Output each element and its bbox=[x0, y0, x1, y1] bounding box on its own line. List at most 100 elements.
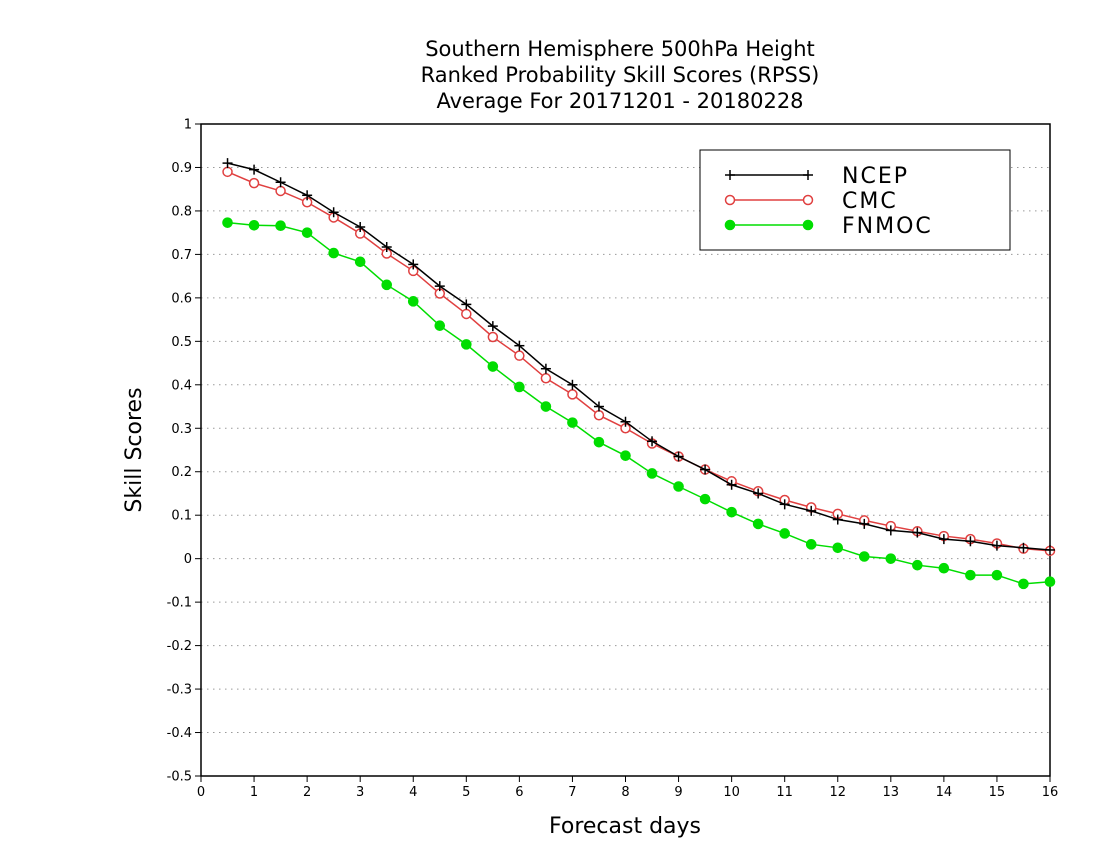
legend-marker-ncep bbox=[725, 170, 735, 180]
data-point-ncep bbox=[355, 222, 366, 233]
data-point-ncep bbox=[540, 363, 551, 374]
data-point-fnmoc bbox=[991, 569, 1003, 581]
data-point-fnmoc bbox=[779, 528, 790, 539]
series-line-fnmoc bbox=[227, 221, 1051, 585]
x-tick-label: 2 bbox=[303, 785, 311, 800]
x-tick-label: 11 bbox=[776, 785, 793, 800]
data-point-fnmoc bbox=[832, 542, 844, 554]
x-tick-label: 4 bbox=[409, 785, 417, 800]
data-point-fnmoc bbox=[593, 436, 605, 448]
data-point-fnmoc bbox=[222, 217, 233, 228]
data-point-ncep bbox=[620, 416, 631, 427]
data-point-ncep bbox=[885, 525, 896, 536]
legend-label-fnmoc: FNMOC bbox=[842, 214, 933, 239]
data-point-ncep bbox=[328, 207, 339, 218]
x-tick-label: 8 bbox=[621, 785, 629, 800]
data-point-fnmoc bbox=[434, 320, 446, 331]
data-point-fnmoc bbox=[301, 227, 313, 238]
data-point-fnmoc bbox=[646, 468, 658, 479]
data-point-ncep bbox=[434, 281, 445, 292]
data-point-fnmoc bbox=[407, 296, 419, 307]
y-tick-label: 1 bbox=[184, 118, 192, 133]
y-tick-label: -0.3 bbox=[167, 683, 192, 698]
data-point-cmc bbox=[461, 308, 472, 320]
x-tick-label: 12 bbox=[829, 785, 846, 800]
data-point-ncep bbox=[593, 401, 604, 412]
data-point-cmc bbox=[248, 177, 260, 189]
data-point-fnmoc bbox=[514, 381, 525, 393]
data-point-fnmoc bbox=[912, 559, 923, 571]
data-point-fnmoc bbox=[726, 506, 737, 518]
data-point-fnmoc bbox=[699, 493, 711, 505]
data-point-fnmoc bbox=[938, 562, 950, 574]
y-tick-label: 0.9 bbox=[171, 161, 192, 176]
data-point-ncep bbox=[673, 451, 684, 462]
y-tick-label: -0.5 bbox=[167, 770, 192, 785]
data-point-ncep bbox=[726, 479, 737, 490]
data-point-ncep bbox=[567, 379, 578, 390]
data-point-ncep bbox=[275, 177, 286, 188]
x-tick-label: 6 bbox=[515, 785, 523, 800]
y-tick-label: -0.2 bbox=[167, 639, 192, 654]
x-tick-label: 13 bbox=[883, 785, 900, 800]
y-tick-label: -0.1 bbox=[167, 596, 192, 611]
y-tick-label: -0.4 bbox=[167, 726, 192, 741]
x-axis-title: Forecast days bbox=[549, 814, 701, 839]
data-point-fnmoc bbox=[885, 553, 897, 564]
data-point-ncep bbox=[461, 299, 472, 310]
data-point-fnmoc bbox=[567, 417, 578, 428]
data-point-ncep bbox=[249, 164, 260, 175]
x-tick-label: 9 bbox=[674, 785, 682, 800]
data-point-fnmoc bbox=[965, 569, 976, 581]
data-point-ncep bbox=[302, 190, 313, 201]
data-point-fnmoc bbox=[540, 401, 552, 412]
data-point-ncep bbox=[938, 534, 949, 545]
data-point-fnmoc bbox=[381, 279, 393, 291]
data-point-ncep bbox=[700, 464, 711, 475]
legend-label-cmc: CMC bbox=[842, 189, 898, 214]
x-tick-label: 15 bbox=[989, 785, 1006, 800]
data-point-ncep bbox=[912, 527, 923, 538]
legend-marker-cmc bbox=[724, 194, 736, 206]
y-tick-label: 0.1 bbox=[171, 509, 192, 524]
data-point-ncep bbox=[1045, 544, 1055, 555]
data-point-fnmoc bbox=[1044, 576, 1056, 588]
legend-marker-cmc bbox=[802, 194, 814, 206]
data-point-fnmoc bbox=[461, 339, 472, 350]
legend-marker-fnmoc bbox=[802, 219, 814, 231]
legend-marker-ncep bbox=[803, 170, 813, 180]
legend-label-ncep: NCEP bbox=[842, 164, 909, 189]
data-point-ncep bbox=[779, 499, 790, 510]
data-point-ncep bbox=[1018, 542, 1029, 553]
gridlines bbox=[201, 166, 1050, 734]
data-point-fnmoc bbox=[620, 450, 631, 461]
x-tick-label: 0 bbox=[197, 785, 205, 800]
x-tick-label: 16 bbox=[1042, 785, 1059, 800]
y-tick-label: 0.4 bbox=[171, 378, 192, 393]
data-point-ncep bbox=[647, 436, 658, 447]
y-tick-label: 0.7 bbox=[171, 248, 192, 263]
data-point-ncep bbox=[753, 488, 764, 499]
data-point-cmc bbox=[275, 185, 286, 197]
data-point-cmc bbox=[487, 331, 499, 343]
data-point-fnmoc bbox=[752, 518, 764, 530]
data-point-cmc bbox=[567, 389, 578, 400]
data-point-fnmoc bbox=[805, 539, 817, 550]
data-point-ncep bbox=[806, 505, 817, 516]
data-point-cmc bbox=[514, 350, 525, 361]
data-point-ncep bbox=[832, 514, 843, 525]
data-point-fnmoc bbox=[275, 220, 286, 232]
data-point-fnmoc bbox=[673, 481, 684, 492]
y-tick-label: 0.5 bbox=[171, 335, 192, 350]
data-point-cmc bbox=[222, 166, 233, 178]
data-point-ncep bbox=[859, 518, 870, 529]
series-fnmoc bbox=[222, 217, 1056, 590]
data-point-ncep bbox=[222, 158, 233, 169]
data-point-ncep bbox=[381, 242, 392, 253]
y-tick-label: 0 bbox=[184, 552, 192, 567]
x-tick-label: 3 bbox=[356, 785, 364, 800]
data-point-fnmoc bbox=[354, 256, 366, 268]
legend-marker-fnmoc bbox=[724, 219, 736, 231]
